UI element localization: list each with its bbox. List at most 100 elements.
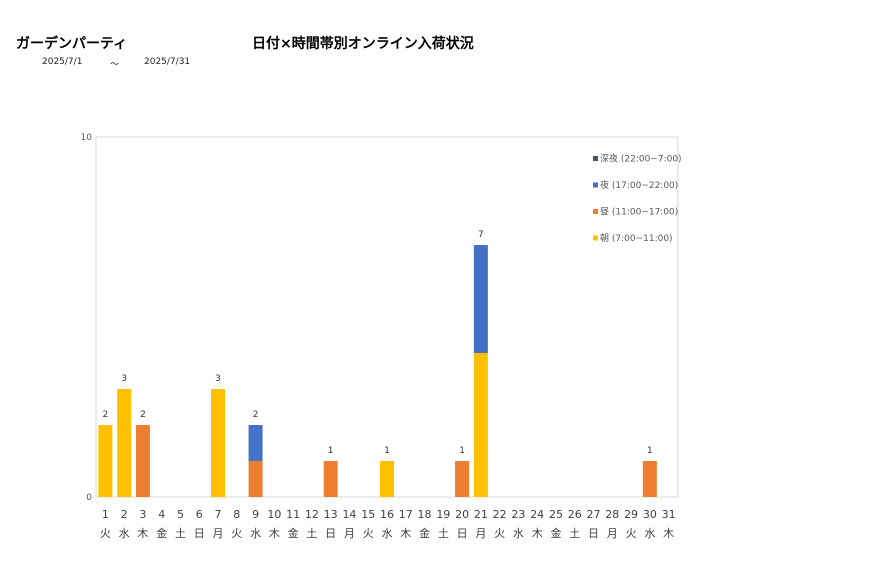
bar-segment xyxy=(380,461,394,497)
bar-segment xyxy=(642,461,657,497)
x-tick-day: 15 xyxy=(361,508,375,521)
x-tick-weekday: 火 xyxy=(363,527,374,540)
chart-title: 日付×時間帯別オンライン入荷状況 xyxy=(252,36,474,52)
x-tick-day: 5 xyxy=(177,508,184,521)
bar-segment xyxy=(135,425,150,497)
x-tick-day: 14 xyxy=(342,508,356,521)
legend-label: 朝 (7:00~11:00) xyxy=(600,233,673,244)
x-tick-weekday: 火 xyxy=(626,527,637,540)
x-tick-weekday: 木 xyxy=(269,527,280,540)
x-tick-weekday: 水 xyxy=(644,527,655,540)
bar-segment xyxy=(117,389,132,497)
x-tick-weekday: 木 xyxy=(400,527,411,540)
bar-total-label: 1 xyxy=(647,446,653,456)
x-tick-day: 6 xyxy=(196,508,203,521)
legend-label: 夜 (17:00~22:00) xyxy=(600,179,678,191)
x-tick-weekday: 木 xyxy=(137,527,148,540)
x-tick-weekday: 木 xyxy=(532,527,543,540)
x-tick-day: 1 xyxy=(102,508,109,521)
x-axis-labels: 1火2水3木4金5土6日7月8火9水10木11金12土13日14月15火16水1… xyxy=(100,508,676,540)
x-tick-day: 7 xyxy=(215,508,222,521)
x-tick-day: 13 xyxy=(324,508,338,521)
chart-legend: 深夜 (22:00~7:00) 夜 (17:00~22:00) 昼 (11:00~1… xyxy=(593,153,682,244)
bar-total-label: 1 xyxy=(459,446,465,456)
x-tick-weekday: 水 xyxy=(250,527,261,540)
bar-segment xyxy=(473,245,488,353)
x-tick-day: 16 xyxy=(380,508,394,521)
legend-label: 昼 (11:00~17:00) xyxy=(600,207,678,218)
x-tick-day: 29 xyxy=(624,508,638,521)
x-tick-day: 11 xyxy=(286,508,300,521)
x-tick-weekday: 月 xyxy=(475,527,486,540)
bar-total-label: 1 xyxy=(384,446,390,456)
bar-total-label: 3 xyxy=(215,374,221,384)
x-tick-day: 2 xyxy=(121,508,128,521)
bar-total-label: 3 xyxy=(121,374,127,384)
legend-swatch xyxy=(593,209,598,214)
x-tick-weekday: 月 xyxy=(607,527,618,540)
x-tick-day: 24 xyxy=(530,508,544,521)
bar-total-label: 2 xyxy=(253,410,259,420)
bar-total-label: 7 xyxy=(478,230,484,240)
plot-area xyxy=(95,136,679,498)
chart-bars xyxy=(98,245,657,497)
x-tick-weekday: 金 xyxy=(288,526,299,540)
x-tick-day: 3 xyxy=(139,508,146,521)
x-tick-weekday: 水 xyxy=(513,527,524,540)
bar-total-label: 1 xyxy=(328,446,334,456)
chart-axes: 0 10 xyxy=(81,133,679,503)
x-tick-day: 19 xyxy=(436,508,450,521)
x-tick-weekday: 木 xyxy=(663,527,674,540)
x-tick-weekday: 日 xyxy=(194,527,205,540)
x-tick-day: 12 xyxy=(305,508,319,521)
x-tick-weekday: 土 xyxy=(438,527,449,540)
bar-total-label: 2 xyxy=(140,410,146,420)
x-tick-day: 23 xyxy=(511,508,525,521)
legend-swatch xyxy=(593,182,598,188)
x-tick-day: 27 xyxy=(587,508,601,521)
x-tick-day: 20 xyxy=(455,508,469,521)
date-from: 2025/7/1 xyxy=(42,57,83,67)
x-tick-day: 30 xyxy=(643,508,657,521)
bar-segment xyxy=(248,461,263,497)
x-tick-weekday: 土 xyxy=(306,527,317,540)
x-tick-weekday: 水 xyxy=(119,527,130,540)
y-tick-label: 0 xyxy=(86,493,92,503)
x-tick-weekday: 土 xyxy=(175,527,186,540)
date-separator: ～ xyxy=(110,60,120,70)
bar-segment xyxy=(473,353,488,497)
bar-segment xyxy=(248,425,263,461)
bar-segment xyxy=(455,461,470,497)
x-tick-day: 18 xyxy=(418,508,432,521)
x-tick-weekday: 土 xyxy=(569,527,580,540)
x-tick-weekday: 火 xyxy=(100,527,111,540)
x-tick-weekday: 水 xyxy=(382,527,393,540)
x-tick-weekday: 火 xyxy=(231,527,242,540)
x-tick-weekday: 日 xyxy=(325,527,336,540)
legend-label: 深夜 (22:00~7:00) xyxy=(600,153,682,165)
x-tick-weekday: 金 xyxy=(419,526,430,540)
legend-swatch xyxy=(593,156,598,161)
bar-total-label: 2 xyxy=(103,410,109,420)
x-tick-weekday: 月 xyxy=(344,527,355,540)
x-tick-day: 10 xyxy=(267,508,281,521)
x-tick-weekday: 金 xyxy=(156,526,167,540)
y-tick-label: 10 xyxy=(81,133,93,143)
x-tick-day: 25 xyxy=(549,508,563,521)
x-tick-day: 9 xyxy=(252,508,259,521)
x-tick-day: 31 xyxy=(662,508,676,521)
x-tick-weekday: 日 xyxy=(457,527,468,540)
bar-segment xyxy=(211,389,226,497)
x-tick-weekday: 月 xyxy=(213,527,224,540)
x-tick-weekday: 火 xyxy=(494,527,505,540)
x-tick-day: 4 xyxy=(158,508,165,521)
x-tick-day: 8 xyxy=(233,508,240,521)
x-tick-day: 26 xyxy=(568,508,582,521)
bar-segment xyxy=(323,461,338,497)
x-tick-weekday: 日 xyxy=(588,527,599,540)
x-tick-weekday: 金 xyxy=(550,526,561,540)
legend-swatch xyxy=(593,235,598,241)
date-to: 2025/7/31 xyxy=(144,57,191,67)
x-tick-day: 22 xyxy=(493,508,507,521)
